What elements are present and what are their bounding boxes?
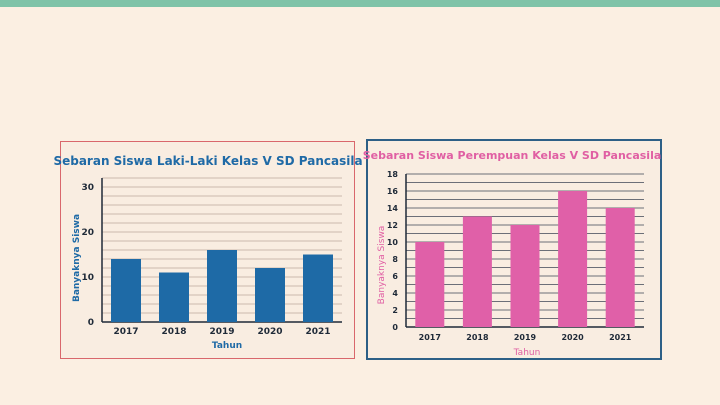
bars-female xyxy=(415,191,635,327)
y-tick-label: 30 xyxy=(81,183,94,193)
y-tick-label: 12 xyxy=(387,221,398,230)
x-tick-label: 2018 xyxy=(466,333,489,342)
y-tick-label: 16 xyxy=(387,187,399,196)
y-ticks-male: 0 10 20 30 xyxy=(81,183,94,328)
x-tick-label: 2020 xyxy=(257,327,282,337)
y-tick-label: 14 xyxy=(387,204,399,213)
x-tick-label: 2020 xyxy=(561,333,584,342)
y-tick-label: 20 xyxy=(81,228,94,238)
x-ticks-male: 2017 2018 2019 2020 2021 xyxy=(113,327,330,337)
bar-2018 xyxy=(462,216,492,327)
y-tick-label: 4 xyxy=(392,289,398,298)
y-tick-label: 18 xyxy=(387,170,399,179)
x-tick-label: 2021 xyxy=(609,333,632,342)
y-tick-label: 6 xyxy=(392,272,398,281)
top-decorative-border xyxy=(0,0,720,7)
bar-2020 xyxy=(558,191,588,327)
bar-2020 xyxy=(255,268,285,322)
y-axis-label-male: Banyaknya Siswa xyxy=(72,214,82,302)
bar-2018 xyxy=(159,272,189,322)
bar-2017 xyxy=(415,242,445,327)
x-axis-label-female: Tahun xyxy=(513,348,541,358)
x-tick-label: 2021 xyxy=(305,327,330,337)
y-axis-label-female: Banyaknya Siswa xyxy=(377,226,387,305)
y-tick-label: 8 xyxy=(392,255,398,264)
bar-2021 xyxy=(303,254,333,322)
y-tick-label: 0 xyxy=(392,323,398,332)
bar-2021 xyxy=(605,208,635,327)
x-tick-label: 2019 xyxy=(209,327,234,337)
chart-title-female: Sebaran Siswa Perempuan Kelas V SD Panca… xyxy=(363,149,662,162)
x-ticks-female: 2017 2018 2019 2020 2021 xyxy=(419,333,632,342)
bar-2019 xyxy=(207,250,237,322)
bar-2017 xyxy=(111,259,141,322)
bars-male xyxy=(111,250,333,322)
y-tick-label: 0 xyxy=(88,318,94,328)
y-tick-label: 10 xyxy=(387,238,399,247)
x-axis-label-male: Tahun xyxy=(212,341,242,351)
y-tick-label: 10 xyxy=(81,273,94,283)
x-tick-label: 2018 xyxy=(161,327,186,337)
y-tick-label: 2 xyxy=(392,306,398,315)
bar-2019 xyxy=(510,225,540,327)
x-tick-label: 2019 xyxy=(514,333,537,342)
x-tick-label: 2017 xyxy=(113,327,138,337)
y-ticks-female: 0 2 4 6 8 10 12 14 16 18 xyxy=(387,170,399,332)
x-tick-label: 2017 xyxy=(419,333,441,342)
chart-title-male: Sebaran Siswa Laki-Laki Kelas V SD Panca… xyxy=(53,154,362,168)
